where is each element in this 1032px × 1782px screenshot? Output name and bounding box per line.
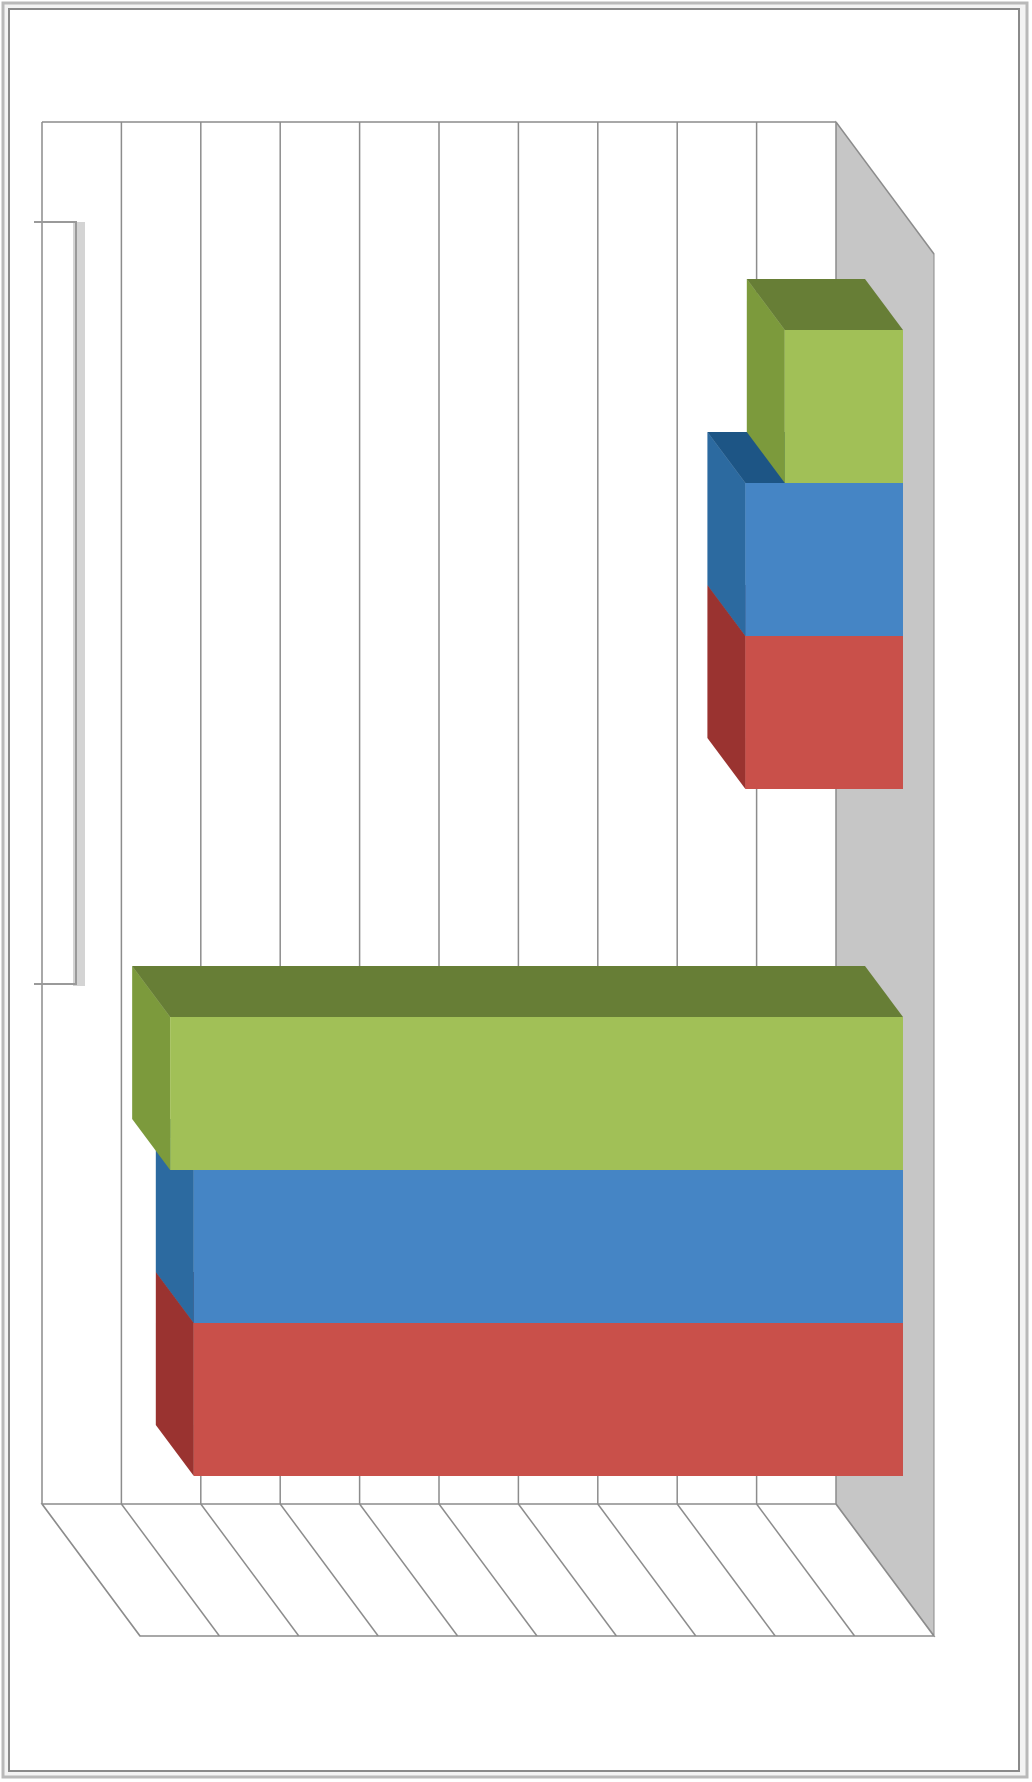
- floor-gridline-7: [597, 1503, 697, 1637]
- bar-s0-c1: [745, 636, 903, 789]
- axis-bracket-shadow: [73, 222, 85, 986]
- floor-gridline-5: [438, 1503, 538, 1637]
- bar-s1-c1: [745, 483, 903, 636]
- bar-side-s2-c0: [132, 966, 171, 1170]
- bar-side-s1-c1: [707, 432, 746, 636]
- floor-gridline-2: [200, 1503, 300, 1637]
- bar-side-s0-c1: [707, 585, 746, 789]
- floor-gridline-1: [120, 1503, 221, 1637]
- bar-s1-c0: [193, 1170, 904, 1323]
- floor-gridline-9: [755, 1503, 856, 1637]
- bar-s2-c0: [170, 1017, 903, 1170]
- bar-s2-c1: [784, 330, 903, 483]
- floor-gridline-3: [279, 1503, 379, 1637]
- bar-side-s2-c1: [746, 279, 785, 483]
- bar-side-s0-c0: [155, 1272, 194, 1476]
- bar-top-s2-c1: [746, 279, 903, 330]
- axis-bracket: [34, 221, 77, 985]
- floor-gridline-8: [676, 1503, 776, 1637]
- floor-gridline-0: [41, 1503, 141, 1637]
- bar-s0-c0: [193, 1323, 904, 1476]
- side-wall-top-edge: [835, 121, 935, 255]
- floor-gridline-6: [517, 1503, 618, 1637]
- floor-gridline-10: [835, 1503, 935, 1637]
- floor-gridline-4: [358, 1503, 459, 1637]
- bar-top-s2-c0: [132, 966, 903, 1017]
